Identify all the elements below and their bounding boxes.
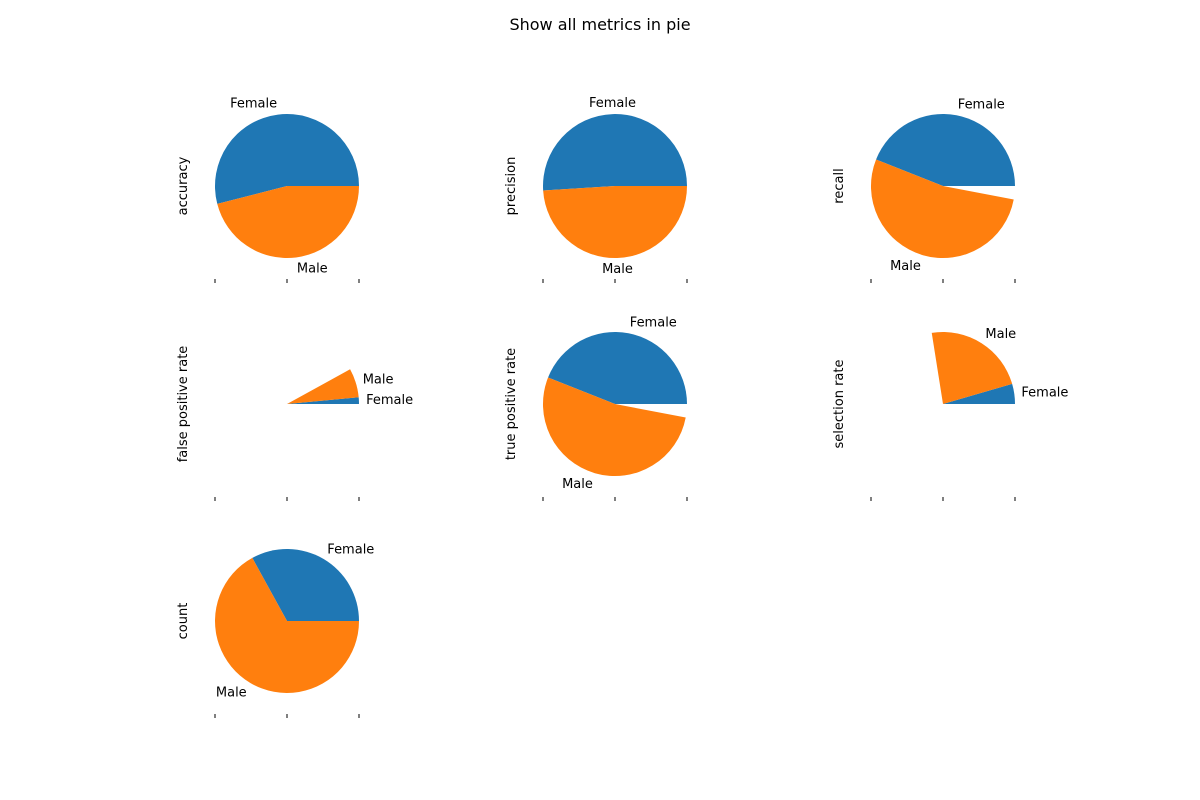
y-axis-label: selection rate [832, 360, 847, 449]
y-axis-label: true positive rate [504, 348, 519, 460]
pie-panel: selection rate Female Male [832, 327, 1068, 501]
pie-slice-label: Male [297, 262, 328, 277]
pie-slice [548, 332, 687, 404]
pie-slice [870, 159, 1014, 259]
pie-slice-label: Male [562, 477, 593, 492]
pie-slice-label: Female [589, 96, 636, 111]
pie-slice-label: Male [216, 686, 247, 701]
pie-slice [542, 377, 686, 477]
pie-slice [215, 114, 359, 204]
y-axis-label: precision [504, 157, 519, 216]
pie-slice [252, 549, 359, 621]
pie-panel: count Female Male [176, 542, 374, 718]
pie-slice-label: Female [366, 393, 413, 408]
pie-slice-label: Female [327, 542, 374, 557]
pie-slice [943, 383, 1015, 404]
pie-slice [931, 332, 1013, 404]
pie-slice [287, 369, 359, 404]
y-axis-label: recall [832, 168, 847, 203]
pie-slice-label: Female [958, 97, 1005, 112]
pie-slice-label: Male [602, 262, 633, 277]
pie-slice-label: Male [363, 373, 394, 388]
figure-title: Show all metrics in pie [509, 15, 690, 34]
pie-panel: precision Female Male [504, 96, 688, 283]
pie-slice-label: Male [985, 327, 1016, 342]
pie-slice [287, 397, 359, 404]
y-axis-label: count [176, 603, 191, 640]
pie-slice [214, 557, 359, 694]
pie-panel: accuracy Female Male [176, 97, 360, 283]
pie-slice [876, 114, 1015, 186]
pie-panel: recall Female Male [832, 97, 1016, 283]
pie-slice-label: Female [630, 315, 677, 330]
pie-panel: false positive rate Female Male [176, 346, 413, 501]
pie-slice [217, 186, 359, 259]
pie-slice-label: Female [230, 97, 277, 112]
pie-panels: accuracyFemaleMaleprecisionFemaleMalerec… [176, 96, 1068, 718]
pie-slice-label: Male [890, 259, 921, 274]
pie-panel: true positive rate Female Male [504, 315, 688, 501]
y-axis-label: false positive rate [176, 346, 191, 463]
pie-slice [543, 114, 687, 191]
pie-slice-label: Female [1021, 385, 1068, 400]
y-axis-label: accuracy [176, 156, 191, 215]
pie-slice [543, 186, 687, 259]
